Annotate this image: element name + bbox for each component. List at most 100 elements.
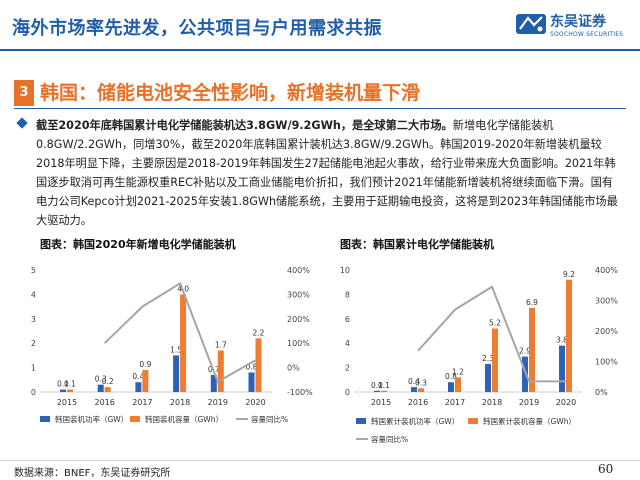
y-tick-label: 10 <box>340 266 350 275</box>
y2-tick-label: 100% <box>595 358 618 367</box>
legend-label: 韩国累计装机功率（GW） <box>371 416 459 426</box>
x-tick-label: 2016 <box>408 398 428 407</box>
y-tick-label: 2 <box>345 364 350 373</box>
bar <box>418 388 424 392</box>
yoy-line <box>417 285 566 383</box>
bar <box>448 382 454 392</box>
bar <box>374 390 380 392</box>
bar-value-label: 0.9 <box>139 360 151 369</box>
bar-value-label: 1.5 <box>170 345 182 354</box>
y2-tick-label: 400% <box>287 266 310 275</box>
legend-label: 容量同比% <box>371 434 408 444</box>
y2-tick-label: 200% <box>287 315 310 324</box>
footer-divider <box>0 460 640 461</box>
legend-label: 韩国累计装机容量（GWh） <box>483 416 576 426</box>
y2-tick-label: 300% <box>595 297 618 306</box>
bar <box>559 345 565 392</box>
section-divider <box>14 108 626 109</box>
legend-swatch <box>468 418 478 424</box>
x-tick-label: 2018 <box>170 398 190 407</box>
bar-value-label: 0.8 <box>445 372 457 381</box>
bar <box>210 374 217 392</box>
legend-label: 韩国装机功率（GW） <box>55 414 128 424</box>
chart-new-installations: 0 1 2 3 4 5 -100% 0% 100% 200% 300% 400% 0.1 0.3 0.4 1.… <box>31 266 313 424</box>
bar-value-label: 0.4 <box>408 377 420 386</box>
bar-value-label: 1.2 <box>452 367 464 376</box>
y2-tick-label: 300% <box>287 290 310 299</box>
y-tick-label: 3 <box>31 315 36 324</box>
y2-tick-label: -100% <box>287 388 313 397</box>
bar-value-label: 0.4 <box>132 372 144 381</box>
body-lead: 截至2020年底韩国累计电化学储能装机达3.8GW/9.2GWh，是全球第二大市… <box>36 119 453 132</box>
y-tick-label: 0 <box>345 388 350 397</box>
legend-swatch <box>130 416 140 422</box>
bar <box>485 363 491 392</box>
section-title: 韩国：储能电池安全性影响，新增装机量下滑 <box>40 82 421 104</box>
x-tick-label: 2019 <box>519 398 539 407</box>
data-source: 数据来源：BNEF，东吴证券研究所 <box>14 468 171 479</box>
y-tick-label: 4 <box>31 290 36 299</box>
y-tick-label: 5 <box>31 266 36 275</box>
section-number: 3 <box>14 80 34 106</box>
bar-value-label: 5.2 <box>489 319 501 328</box>
legend-label: 容量同比% <box>251 414 288 424</box>
bar <box>173 355 180 392</box>
bar <box>381 390 387 392</box>
section-heading: 3 韩国：储能电池安全性影响，新增装机量下滑 <box>0 74 640 110</box>
y-tick-label: 6 <box>345 315 350 324</box>
logo-subtext: SOOCHOW SECURITIES <box>550 31 624 38</box>
x-tick-label: 2020 <box>556 398 576 407</box>
bar <box>180 294 187 392</box>
bar-value-label: 0.1 <box>57 380 69 389</box>
legend-swatch <box>356 418 366 424</box>
yoy-line <box>104 281 256 384</box>
bar <box>529 307 535 392</box>
footer: 数据来源：BNEF，东吴证券研究所 60 <box>0 458 640 480</box>
y-tick-label: 2 <box>31 339 36 348</box>
header-divider <box>0 49 640 51</box>
bar <box>455 377 461 392</box>
bar <box>217 350 224 392</box>
bar <box>60 389 66 392</box>
bar-value-label: 0.1 <box>371 381 383 390</box>
x-tick-label: 2017 <box>445 398 465 407</box>
bar-value-label: 0.3 <box>95 375 107 384</box>
x-tick-label: 2020 <box>245 398 265 407</box>
bar-value-label: 0.1 <box>378 381 390 390</box>
logo-text: 东吴证券 <box>550 14 606 30</box>
legend-swatch <box>40 416 50 422</box>
bar-value-label: 0.2 <box>102 377 114 386</box>
x-tick-label: 2015 <box>57 398 77 407</box>
bar-value-label: 0.1 <box>64 380 76 389</box>
bar-value-label: 2.3 <box>482 354 494 363</box>
bar-value-label: 9.2 <box>563 270 575 279</box>
bar <box>104 387 111 392</box>
y-tick-label: 0 <box>31 388 36 397</box>
header-title: 海外市场率先进发，公共项目与户用需求共振 <box>12 18 382 39</box>
chart-1-title: 图表：韩国2020年新增电化学储能装机 <box>40 238 236 251</box>
bar <box>566 279 572 392</box>
y2-tick-label: 200% <box>595 327 618 336</box>
page-number: 60 <box>598 462 614 476</box>
y2-tick-label: 0% <box>287 364 300 373</box>
soochow-logo: 东吴证券 SOOCHOW SECURITIES <box>514 8 634 44</box>
y-tick-label: 1 <box>31 364 36 373</box>
bar <box>67 389 73 392</box>
header: 海外市场率先进发，公共项目与户用需求共振 东吴证券 SOOCHOW SECURI… <box>0 0 640 51</box>
bar-value-label: 0.8 <box>246 362 258 371</box>
bar-value-label: 3.8 <box>556 336 568 345</box>
logo-mark-icon <box>516 14 546 34</box>
bar-value-label: 2.9 <box>519 347 531 356</box>
x-tick-label: 2019 <box>208 398 228 407</box>
bar-value-label: 2.2 <box>253 328 265 337</box>
bar-value-label: 1.7 <box>215 341 227 350</box>
bar <box>135 382 142 392</box>
bar <box>255 338 262 392</box>
body-detail: 新增电化学储能装机0.8GW/2.2GWh，同增30%，截至2020年底韩国累计… <box>36 119 618 227</box>
y2-tick-label: 400% <box>595 266 618 275</box>
x-tick-label: 2016 <box>95 398 115 407</box>
bar <box>522 356 528 392</box>
bar <box>492 328 498 392</box>
